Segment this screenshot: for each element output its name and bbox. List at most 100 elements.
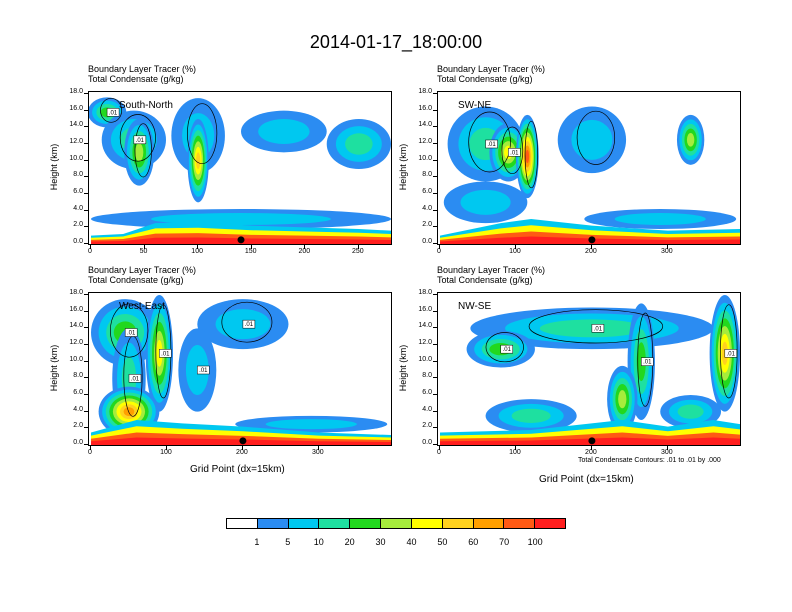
panel-3-ytick-label: 0.0 bbox=[73, 439, 83, 446]
panel-1-xtick-label: 0 bbox=[88, 248, 92, 255]
colorbar-swatch-3 bbox=[319, 519, 351, 528]
panel-1-plot: .01.01 South-North bbox=[88, 91, 392, 245]
panel-2-ytick-mark bbox=[433, 93, 437, 94]
panel-2-ytick-mark bbox=[433, 143, 437, 144]
panel-2-xtick-mark bbox=[590, 245, 592, 249]
panel-2-ytick-label: 6.0 bbox=[422, 188, 432, 195]
panel-3-contour-0 bbox=[110, 303, 149, 358]
panel-3-ytick-mark bbox=[84, 427, 88, 429]
panel-1-xtick-mark bbox=[197, 245, 199, 249]
panel-1-ytick-mark bbox=[84, 243, 88, 244]
panel-2-ytick-mark bbox=[433, 209, 437, 211]
panel-3-ytick-label: 6.0 bbox=[73, 389, 83, 396]
panel-1-xtick-mark bbox=[250, 245, 252, 249]
panel-4-blob-4-level-3 bbox=[511, 408, 551, 423]
panel-3-ytick-label: 4.0 bbox=[73, 405, 83, 413]
panel-2-blob-2-level-9 bbox=[525, 149, 530, 164]
svg-text:.01: .01 bbox=[127, 331, 136, 337]
panel-2-contour-3 bbox=[576, 110, 616, 165]
panel-1-contour-label-0: .01 bbox=[106, 108, 120, 117]
panel-4-contour-0 bbox=[528, 309, 664, 344]
colorbar-tick-label: 50 bbox=[437, 537, 448, 547]
panel-3-xtick-label: 0 bbox=[88, 449, 92, 456]
panel-2-xtick-mark bbox=[439, 245, 440, 249]
x-axis-label-right: Grid Point (dx=15km) bbox=[539, 474, 634, 485]
panel-4-ytick-label: 12.0 bbox=[418, 339, 432, 346]
panel-3-subtitle: Boundary Layer Tracer (%) Total Condensa… bbox=[88, 265, 196, 285]
panel-1-ytick-mark bbox=[84, 143, 88, 144]
panel-4-xtick-label: 0 bbox=[437, 449, 441, 456]
panel-4-blob-5-level-5 bbox=[618, 390, 627, 409]
colorbar-tick-label: 20 bbox=[344, 537, 355, 547]
contour-note: Total Condensate Contours: .01 to .01 by… bbox=[578, 457, 721, 464]
panel-1-xtick-mark bbox=[90, 245, 91, 249]
panel-2-ytick-label: 0.0 bbox=[422, 238, 432, 245]
panel-1-blob-2-level-5 bbox=[135, 143, 144, 162]
panel-1-ytick-label: 16.0 bbox=[69, 104, 83, 112]
panel-4-y-axis-label: Height (km) bbox=[398, 344, 408, 392]
panel-2-blob-4-level-5 bbox=[686, 133, 695, 147]
panel-2-xtick-label: 200 bbox=[585, 248, 597, 255]
panel-2-subtitle-line2: Total Condensate (g/kg) bbox=[437, 74, 533, 84]
panel-1-ytick-label: 10.0 bbox=[69, 154, 83, 162]
colorbar-tick-label: 5 bbox=[285, 537, 291, 547]
panel-1-contour-label-1: .01 bbox=[133, 135, 147, 145]
colorbar-tick-label: 30 bbox=[375, 537, 386, 547]
panel-2-label: SW-NE bbox=[458, 100, 491, 111]
panel-3-contour-label-3: .01 bbox=[242, 319, 256, 329]
panel-1-xtick-label: 50 bbox=[139, 248, 148, 255]
panel-4-ytick-mark bbox=[433, 327, 437, 329]
svg-text:.01: .01 bbox=[136, 138, 145, 144]
panel-1-xtick-label: 200 bbox=[298, 248, 311, 255]
panel-1-location-marker bbox=[237, 236, 245, 244]
panel-4-contour-label-1: .01 bbox=[500, 344, 514, 354]
panel-3-blob-6-level-2 bbox=[265, 419, 357, 430]
x-axis-label-left: Grid Point (dx=15km) bbox=[190, 464, 285, 475]
colorbar bbox=[226, 518, 566, 529]
panel-4-ytick-mark bbox=[433, 294, 437, 295]
panel-4-label: NW-SE bbox=[458, 301, 491, 312]
panel-2-plot: .01 .01 SW-NE bbox=[437, 91, 741, 245]
panel-4-ytick-mark bbox=[433, 427, 437, 429]
panel-4-ytick-label: 2.0 bbox=[422, 422, 432, 430]
panel-3-ytick-mark bbox=[84, 294, 88, 295]
panel-4-contour-3 bbox=[720, 304, 738, 399]
panel-3-ytick-label: 14.0 bbox=[69, 322, 83, 330]
panel-1-xtick-mark bbox=[357, 245, 359, 249]
svg-text:.01: .01 bbox=[109, 110, 118, 116]
panel-1-ytick-mark bbox=[84, 126, 88, 128]
panel-1-blob-6-level-3 bbox=[345, 133, 373, 155]
panel-3-ytick-mark bbox=[84, 327, 88, 329]
panel-2-contour-2 bbox=[524, 120, 538, 189]
panel-1-blob-5-level-2 bbox=[258, 119, 310, 144]
panel-1-contour-2 bbox=[134, 123, 152, 178]
panel-3-contour-3 bbox=[221, 301, 273, 343]
panel-4-ytick-mark bbox=[433, 310, 437, 312]
panel-2-ytick-mark bbox=[433, 126, 437, 128]
panel-1-blob-4-level-7 bbox=[196, 152, 201, 169]
panel-2-xtick-mark bbox=[666, 245, 668, 249]
panel-1-ytick-label: 12.0 bbox=[69, 138, 83, 145]
svg-text:.01: .01 bbox=[245, 322, 254, 328]
panel-2-ytick-label: 8.0 bbox=[422, 171, 432, 179]
panel-4-xtick-label: 200 bbox=[585, 449, 597, 456]
panel-1-subtitle: Boundary Layer Tracer (%) Total Condensa… bbox=[88, 64, 196, 84]
svg-text:.01: .01 bbox=[487, 142, 496, 148]
panel-4-contour-label-2: .01 bbox=[641, 357, 654, 366]
panel-3-xtick-mark bbox=[317, 446, 319, 450]
svg-text:.01: .01 bbox=[161, 351, 170, 357]
panel-4-xtick-mark bbox=[590, 446, 592, 450]
panel-3-ytick-label: 18.0 bbox=[69, 289, 83, 296]
panel-2-ytick-mark bbox=[433, 159, 437, 161]
panel-1-ytick-label: 2.0 bbox=[73, 221, 83, 229]
panel-1-ytick-label: 4.0 bbox=[73, 204, 83, 212]
panel-1-ytick-mark bbox=[84, 193, 88, 194]
colorbar-swatch-0 bbox=[227, 519, 258, 528]
svg-text:.01: .01 bbox=[131, 376, 140, 382]
panel-3-plot: .01 .01 .01 .01 .01 West-East bbox=[88, 292, 392, 446]
panel-2-ytick-label: 4.0 bbox=[422, 204, 432, 212]
panel-1-xtick-label: 150 bbox=[244, 248, 257, 255]
panel-2-blob-3-level-2 bbox=[571, 119, 613, 160]
panel-2-ytick-label: 16.0 bbox=[418, 104, 432, 112]
